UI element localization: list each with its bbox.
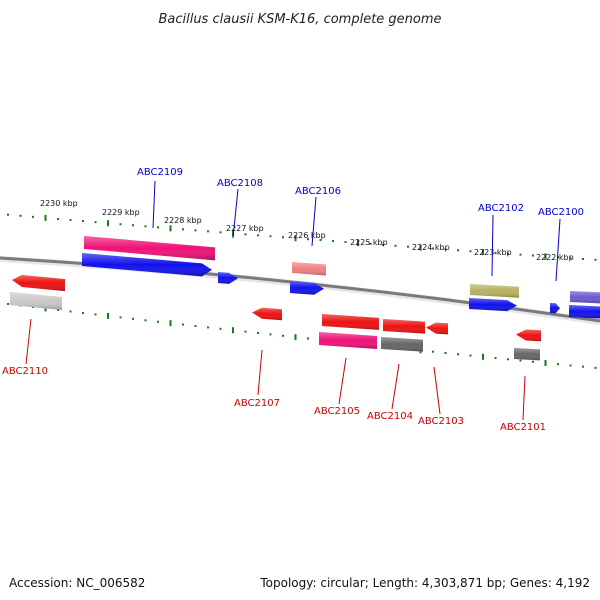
gene-feature-abc2110[interactable]: [12, 274, 65, 292]
gene-feature-abc2106[interactable]: [290, 281, 324, 295]
label-leader: [391, 363, 400, 410]
gene-label-abc2109[interactable]: ABC2109: [137, 167, 183, 178]
gene-shading: [469, 298, 517, 312]
gene-feature-abc2108[interactable]: [218, 272, 238, 284]
gene-label-abc2100[interactable]: ABC2100: [538, 207, 584, 218]
scale-ticks-lower: [7, 302, 597, 369]
scale-ticks-upper: [7, 213, 597, 261]
gene-feature-abc2105[interactable]: [322, 314, 379, 330]
scale-label: 2225 kbp: [350, 238, 388, 247]
gene-shading: [470, 284, 519, 298]
gene-label-abc2105[interactable]: ABC2105: [314, 406, 360, 417]
gene-label-abc2108[interactable]: ABC2108: [217, 178, 263, 189]
gene-features: [10, 236, 600, 361]
scale-label: 2226 kbp: [288, 231, 326, 240]
gene-feature-abc2102[interactable]: [469, 298, 517, 312]
gene-label-abc2102[interactable]: ABC2102: [478, 203, 524, 214]
gene-feature-abc2104[interactable]: [383, 319, 425, 334]
gene-feature-abc2110[interactable]: [10, 292, 62, 311]
gene-label-abc2106[interactable]: ABC2106: [295, 186, 341, 197]
scale-label: 2224 kbp: [412, 243, 450, 252]
scale-label: 2228 kbp: [164, 216, 202, 225]
gene-shading: [84, 236, 215, 261]
gene-feature-abc2105[interactable]: [319, 332, 377, 349]
label-leader: [311, 196, 317, 247]
gene-shading: [514, 348, 540, 361]
gene-feature-abc2109[interactable]: [84, 236, 215, 261]
gene-label-abc2110[interactable]: ABC2110: [2, 366, 48, 377]
accession-text: Accession: NC_006582: [9, 576, 145, 590]
gene-shading: [383, 319, 425, 334]
label-leader: [152, 180, 156, 229]
gene-shading: [252, 307, 282, 321]
scale-label: 2222 kbp: [536, 253, 574, 262]
map-title: Bacillus clausii KSM-K16, complete genom…: [158, 12, 441, 27]
gene-feature-abc2107[interactable]: [252, 307, 282, 321]
gene-shading: [290, 281, 324, 295]
gene-shading: [12, 274, 65, 292]
gene-shading: [322, 314, 379, 330]
gene-feature-abc2106[interactable]: [292, 262, 326, 276]
gene-feature-abc2103[interactable]: [426, 322, 448, 335]
gene-feature-abc2104[interactable]: [381, 337, 423, 352]
gene-label-abc2103[interactable]: ABC2103: [418, 416, 464, 427]
gene-feature-abc2100[interactable]: [550, 303, 560, 314]
gene-label-abc2101[interactable]: ABC2101: [500, 422, 546, 433]
gene-feature-abc2101[interactable]: [516, 329, 541, 342]
scale-label: 2230 kbp: [40, 199, 78, 208]
gene-label-abc2104[interactable]: ABC2104: [367, 411, 413, 422]
gene-shading: [569, 305, 600, 319]
label-leader: [433, 366, 441, 415]
label-leader: [338, 357, 347, 405]
gene-shading: [218, 272, 238, 284]
scale-label: 2227 kbp: [226, 224, 264, 233]
gene-feature-abc2102[interactable]: [470, 284, 519, 298]
label-leader: [555, 218, 561, 282]
label-leader: [522, 375, 526, 421]
gene-shading: [82, 253, 212, 277]
gene-shading: [319, 332, 377, 349]
gene-feature-abc2100[interactable]: [569, 305, 600, 319]
label-leader: [232, 188, 239, 239]
genome-summary-text: Topology: circular; Length: 4,303,871 bp…: [259, 576, 590, 590]
gene-feature-abc2109[interactable]: [82, 253, 212, 277]
gene-feature-abc2100[interactable]: [570, 291, 600, 304]
gene-label-abc2107[interactable]: ABC2107: [234, 398, 280, 409]
gene-shading: [516, 329, 541, 342]
gene-shading: [292, 262, 326, 276]
gene-shading: [381, 337, 423, 352]
gene-labels: ABC2109 ABC2108 ABC2106 ABC2102 ABC2100 ABC21…: [2, 167, 584, 433]
gene-shading: [10, 292, 62, 311]
label-leader: [25, 318, 32, 365]
gene-shading: [426, 322, 448, 335]
gene-feature-abc2101[interactable]: [514, 348, 540, 361]
label-leaders: [25, 180, 561, 421]
gene-shading: [570, 291, 600, 304]
label-leader: [491, 214, 494, 277]
scale-label: 2229 kbp: [102, 208, 140, 217]
gene-shading: [550, 303, 560, 314]
label-leader: [257, 349, 263, 396]
